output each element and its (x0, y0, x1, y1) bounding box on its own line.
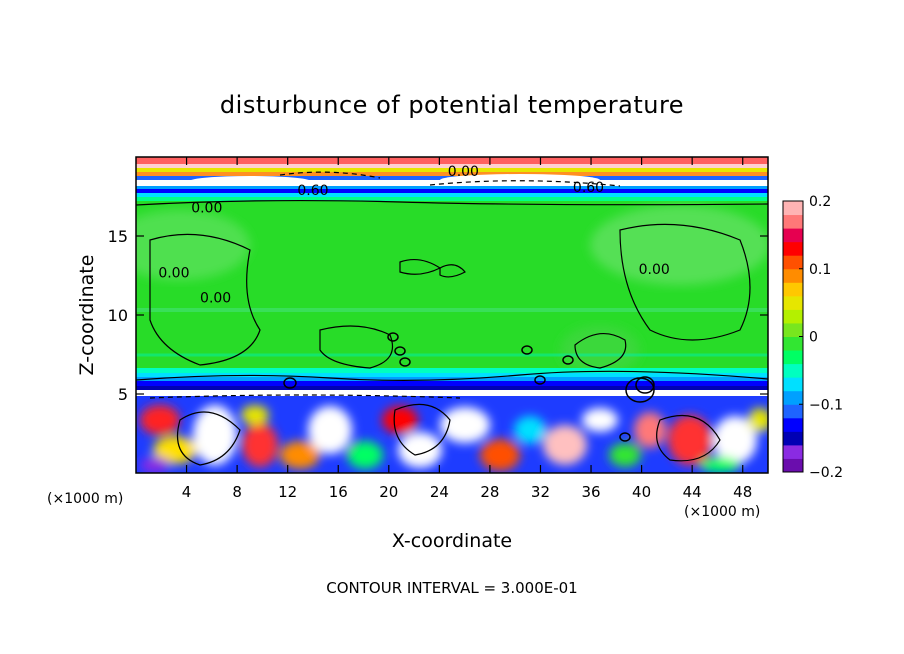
x-tick-label: 28 (480, 483, 499, 501)
x-tick-label: 44 (683, 483, 702, 501)
x-tick-label: 40 (632, 483, 651, 501)
contour-label: 0.00 (200, 291, 231, 307)
contour-label: 0.00 (639, 262, 670, 278)
colorbar-swatch (783, 336, 803, 351)
x-tick-label: 4 (182, 483, 192, 501)
colorbar-tick-label: 0 (809, 330, 818, 346)
contour-label: 0.00 (158, 265, 189, 281)
y-tick-label: 5 (118, 385, 128, 404)
colorbar-ticks: 0.2 0.1 0 −0.1 −0.2 (799, 194, 843, 481)
contour-interval-note: CONTOUR INTERVAL = 3.000E-01 (326, 579, 577, 597)
colorbar-swatch (783, 377, 803, 392)
contour-label: 0.60 (297, 183, 328, 199)
colorbar-swatch (783, 228, 803, 243)
contour-labels: 0.00 0.60 0.60 0.00 0.00 0.00 0.00 (158, 164, 669, 306)
x-axis-label: X-coordinate (392, 530, 512, 552)
x-tick-label: 48 (733, 483, 752, 501)
colorbar-tick-label: −0.2 (809, 465, 843, 481)
colorbar-swatch (783, 309, 803, 324)
colorbar-swatch (783, 255, 803, 270)
contour-label: 0.00 (448, 164, 479, 180)
colorbar-swatch (783, 417, 803, 432)
colorbar-swatch (783, 431, 803, 446)
colorbar-tick-label: 0.2 (809, 194, 831, 210)
chart-title: disturbunce of potential temperature (220, 91, 684, 119)
colorbar-swatch (783, 241, 803, 256)
x-tick-label: 36 (581, 483, 600, 501)
x-tick-label: 12 (278, 483, 297, 501)
colorbar-swatch (783, 295, 803, 310)
y-tick-label: 15 (108, 227, 128, 246)
colorbar-tick-label: −0.1 (809, 397, 843, 413)
y-axis-ticks: 5 10 15 (108, 227, 768, 404)
y-axis-label: Z-coordinate (76, 255, 98, 376)
colorbar-swatch (783, 363, 803, 378)
colorbar-swatch (783, 201, 803, 216)
y-tick-label: 10 (108, 306, 128, 325)
colorbar-swatch (783, 322, 803, 337)
x-tick-label: 32 (531, 483, 550, 501)
colorbar-swatch (783, 444, 803, 459)
x-unit-left: (×1000 m) (47, 491, 123, 507)
contour-label: 0.00 (191, 201, 222, 217)
colorbar-swatch (783, 268, 803, 283)
x-tick-label: 16 (329, 483, 348, 501)
x-tick-label: 8 (232, 483, 242, 501)
colorbar-swatch (783, 282, 803, 297)
colorbar-swatch (783, 214, 803, 229)
x-tick-label: 24 (430, 483, 449, 501)
x-tick-label: 20 (379, 483, 398, 501)
colorbar-tick-label: 0.1 (809, 262, 831, 278)
colorbar-swatch (783, 350, 803, 365)
contour-label: 0.60 (573, 180, 604, 196)
x-axis-ticks: 4 8 12 16 20 24 28 32 36 40 44 48 (182, 157, 752, 501)
colorbar-swatch (783, 390, 803, 405)
colorbar-swatch (783, 458, 803, 473)
x-unit-right: (×1000 m) (684, 504, 760, 520)
plot-area (136, 157, 768, 473)
colorbar-swatch (783, 404, 803, 419)
colorbar (782, 200, 804, 473)
